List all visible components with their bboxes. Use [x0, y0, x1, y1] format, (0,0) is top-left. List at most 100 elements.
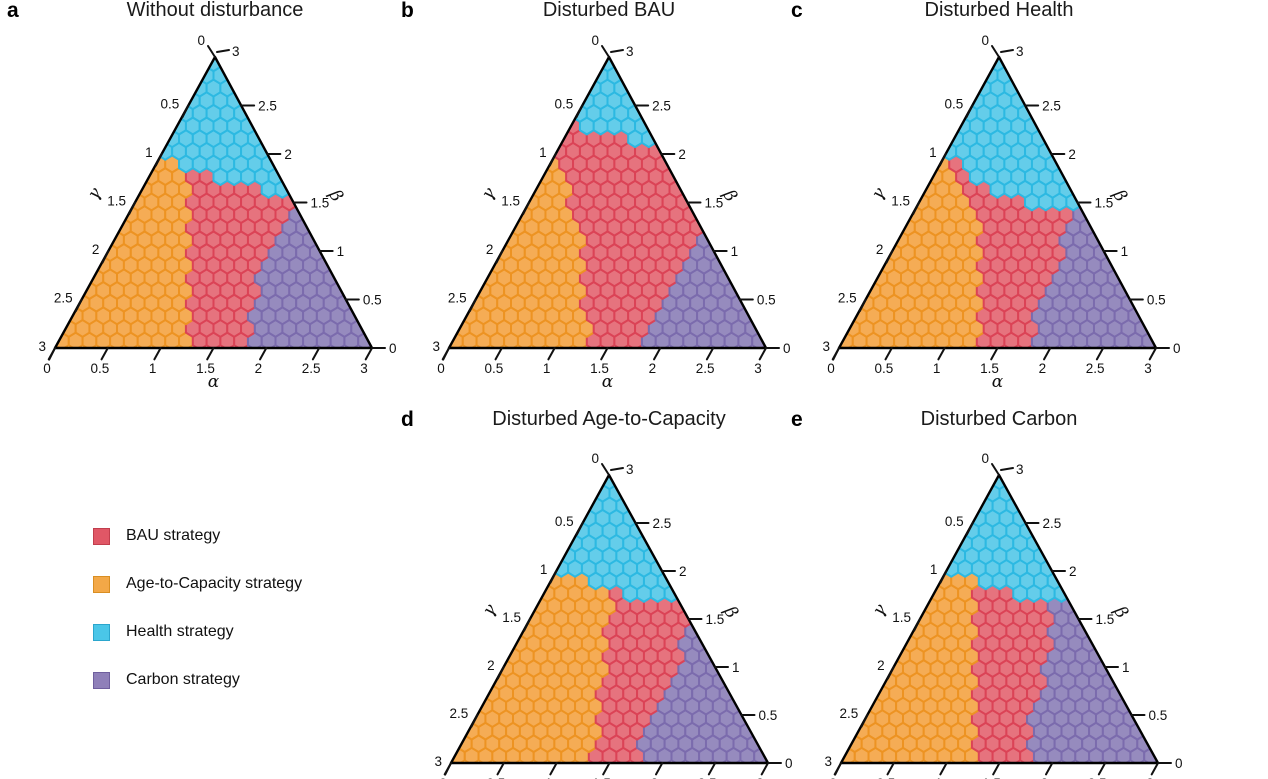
hex-grid: [841, 475, 1158, 763]
svg-text:2.5: 2.5: [840, 706, 859, 721]
svg-text:2: 2: [1041, 776, 1049, 779]
svg-text:3: 3: [626, 44, 634, 59]
svg-text:3: 3: [754, 361, 762, 376]
svg-text:1.5: 1.5: [892, 610, 911, 625]
svg-text:3: 3: [38, 339, 46, 354]
gamma-axis-label: γ: [478, 184, 501, 204]
svg-text:1.5: 1.5: [502, 610, 521, 625]
legend-item-health: Health strategy: [93, 623, 302, 641]
ternary-plot-e: 00.511.522.53γ32.521.510.50β00.511.522.5…: [824, 451, 1183, 779]
svg-text:2: 2: [876, 242, 884, 257]
svg-text:1.5: 1.5: [107, 194, 126, 209]
svg-text:2.5: 2.5: [450, 706, 469, 721]
svg-text:0: 0: [1175, 756, 1183, 771]
svg-text:0.5: 0.5: [1147, 293, 1166, 308]
panel-a: a Without disturbance 0 0.5 1 1.5 2 2.5 3 γ 3 2.5…: [6, 0, 426, 400]
svg-text:0.5: 0.5: [757, 293, 776, 308]
svg-text:0.5: 0.5: [876, 776, 895, 779]
panel-title-e: Disturbed Carbon: [920, 408, 1078, 430]
panel-label-d: d: [401, 408, 414, 431]
legend-label-age: Age-to-Capacity strategy: [126, 575, 303, 592]
ternary-plot-d: 00.511.522.53γ32.521.510.50β00.511.522.5…: [434, 451, 792, 779]
svg-text:0: 0: [827, 361, 835, 376]
svg-text:1: 1: [1122, 660, 1130, 675]
svg-text:2.5: 2.5: [653, 516, 672, 531]
svg-text:2: 2: [486, 242, 494, 257]
legend-item-carbon: Carbon strategy: [93, 671, 302, 689]
legend-swatch-carbon: [93, 671, 110, 689]
svg-text:1.5: 1.5: [705, 196, 724, 211]
svg-text:2: 2: [1068, 147, 1076, 162]
panel-title-a: Without disturbance: [126, 0, 304, 21]
svg-text:1: 1: [732, 660, 740, 675]
beta-axis: 32.521.510.50β: [610, 44, 791, 356]
svg-text:3: 3: [232, 44, 240, 59]
gamma-axis-label: γ: [84, 184, 107, 204]
svg-text:1.5: 1.5: [196, 361, 215, 376]
svg-text:1: 1: [933, 361, 941, 376]
svg-text:3: 3: [1144, 361, 1152, 376]
svg-text:2: 2: [678, 147, 686, 162]
svg-text:0.5: 0.5: [759, 708, 778, 723]
svg-text:2.5: 2.5: [1086, 361, 1105, 376]
gamma-axis-label: γ: [869, 600, 892, 620]
svg-text:0.5: 0.5: [486, 776, 505, 779]
svg-text:0: 0: [981, 451, 989, 466]
svg-text:1.5: 1.5: [1096, 612, 1115, 627]
svg-text:0: 0: [389, 341, 397, 356]
svg-text:1: 1: [539, 145, 547, 160]
svg-text:0.5: 0.5: [555, 97, 574, 112]
svg-text:2: 2: [92, 242, 100, 257]
svg-text:1: 1: [540, 562, 548, 577]
svg-text:1.5: 1.5: [891, 194, 910, 209]
svg-text:2.5: 2.5: [838, 291, 857, 306]
panel-d: d Disturbed Age-to-Capacity 0 0.5 1 1.5 2 2.5…: [400, 400, 820, 779]
svg-text:2.5: 2.5: [652, 99, 671, 114]
panel-label-b: b: [401, 0, 414, 22]
alpha-axis: 00.511.522.53α: [829, 762, 1159, 779]
svg-text:1: 1: [1121, 244, 1129, 259]
svg-text:1.5: 1.5: [980, 361, 999, 376]
legend-label-bau: BAU strategy: [126, 527, 221, 544]
svg-text:1.5: 1.5: [590, 361, 609, 376]
panel-c: c Disturbed Health 0 0.5 1 1.5 2 2.5 3 γ 3 2.5 2 1.…: [790, 0, 1210, 400]
svg-text:0: 0: [783, 341, 791, 356]
alpha-axis: 00.511.522.53α: [439, 762, 769, 779]
legend-swatch-bau: [93, 527, 110, 545]
svg-text:3: 3: [822, 339, 830, 354]
legend-label-health: Health strategy: [126, 623, 234, 640]
svg-text:1: 1: [929, 145, 937, 160]
svg-text:0.5: 0.5: [363, 293, 382, 308]
svg-text:3: 3: [756, 776, 764, 779]
legend-swatch-age: [93, 575, 110, 593]
svg-text:1.5: 1.5: [501, 194, 520, 209]
svg-text:1: 1: [545, 776, 553, 779]
svg-text:1.5: 1.5: [592, 776, 611, 779]
hex-grid: [55, 57, 372, 348]
svg-text:3: 3: [1016, 462, 1024, 477]
svg-text:1.5: 1.5: [706, 612, 725, 627]
svg-text:2: 2: [877, 658, 885, 673]
svg-text:1: 1: [935, 776, 943, 779]
svg-text:1: 1: [337, 244, 345, 259]
svg-text:0: 0: [829, 776, 837, 779]
svg-text:2.5: 2.5: [1042, 99, 1061, 114]
panel-title-d: Disturbed Age-to-Capacity: [492, 408, 726, 430]
svg-text:3: 3: [360, 361, 368, 376]
svg-text:2: 2: [1039, 361, 1047, 376]
svg-text:2.5: 2.5: [258, 99, 277, 114]
svg-text:3: 3: [434, 754, 442, 769]
svg-text:2: 2: [679, 564, 687, 579]
alpha-axis-label: α: [208, 372, 220, 392]
svg-text:2.5: 2.5: [1043, 516, 1062, 531]
svg-text:1: 1: [149, 361, 157, 376]
svg-text:0: 0: [437, 361, 445, 376]
svg-text:0: 0: [1173, 341, 1181, 356]
panel-e: e Disturbed Carbon 0 0.5 1 1.5 2 2.5 3 γ 3 2.5 2 1.…: [790, 400, 1210, 779]
svg-text:0: 0: [439, 776, 447, 779]
